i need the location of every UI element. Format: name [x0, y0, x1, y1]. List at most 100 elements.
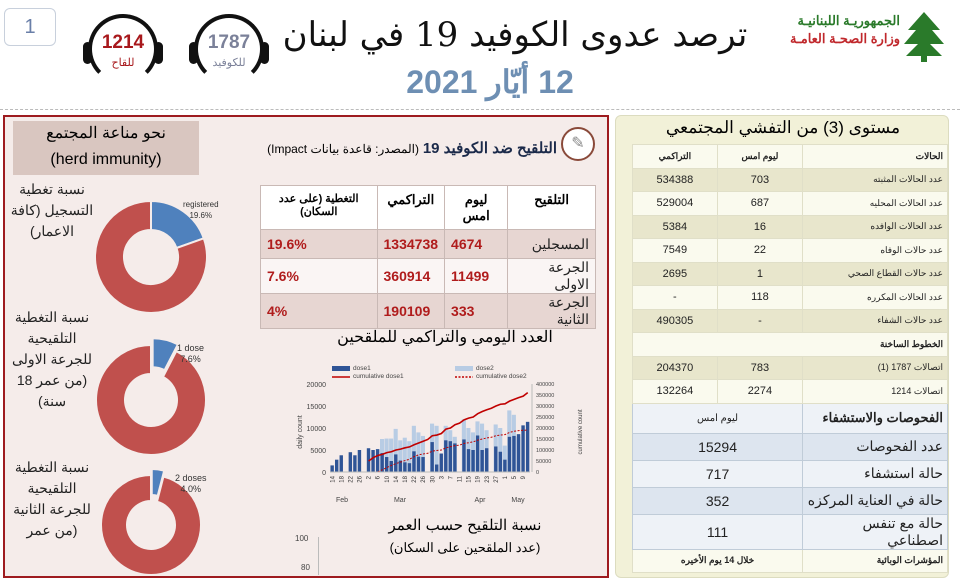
table-row: الجرعة الثانية 333 190109 4%: [260, 293, 596, 329]
bar-dose1: [466, 449, 471, 472]
donut-label: نسبة تغطية التسجيل (كافة الاعمار): [10, 181, 94, 239]
y2-tick-label: 200000: [536, 426, 554, 432]
table-row: عدد الحالات المكرره 118-: [632, 285, 948, 310]
y2-axis-label: cumulative count: [578, 409, 584, 454]
vaccination-table: التلقيح ليوم امس التراكمي التغطية (على عدد …: [260, 185, 596, 329]
bar-dose1: [435, 464, 439, 472]
age-chart-title: نسبة التلقيح حسب العمر (عدد الملقحين على …: [335, 515, 595, 559]
header-cell: التراكمي: [376, 185, 446, 230]
y2-tick-label: 100000: [536, 448, 554, 454]
x-tick-label: 10: [385, 475, 391, 482]
hotline-label: للكوفيد: [212, 57, 246, 69]
bar-dose1: [371, 450, 375, 472]
month-label: Feb: [336, 497, 348, 504]
hotline-vaccine: 1214 للقاح: [80, 12, 166, 98]
report-date: 12 أيّار 2021: [406, 64, 574, 100]
bar-dose1: [512, 435, 516, 472]
vaccination-source: (المصدر: قاعدة بيانات Impact): [267, 142, 419, 156]
cell: 4%: [260, 293, 378, 329]
hotline-number: 1214: [101, 32, 145, 53]
x-tick-label: 22: [348, 475, 354, 482]
table-row: عدد الحالات المثبته 703 534388: [632, 167, 948, 192]
herd-line2: (herd immunity): [50, 151, 162, 168]
bar-dose2: [498, 428, 503, 472]
y-tick-label: 5000: [310, 448, 326, 455]
cell: 529004: [632, 191, 718, 216]
cell: 16: [716, 214, 804, 239]
table-row: حالة في العناية المركزه 352: [631, 486, 948, 515]
x-tick-label: 2: [367, 475, 373, 479]
legend-entry: dose2: [476, 365, 494, 372]
legend-swatch: [455, 366, 473, 371]
cell: 190109: [376, 293, 446, 329]
cell: 204370: [632, 355, 718, 380]
bar-dose2: [502, 445, 507, 472]
legend-entry: dose1: [353, 365, 371, 372]
bar-dose1: [353, 455, 357, 472]
community-panel: مستوى (3) من التفشي المجتمعي الحالات ليوم…: [615, 115, 949, 578]
page-number: 1: [4, 8, 56, 46]
bar-dose2: [402, 437, 407, 472]
header-cell: ليوم امس: [444, 185, 509, 230]
slice-name: 1 dose: [177, 343, 205, 353]
gov-line1: الجمهوريـة اللبنانيـة: [797, 13, 900, 28]
hotline-label: للقاح: [111, 57, 135, 69]
bar-dose1: [439, 453, 443, 472]
bar-dose1: [448, 441, 453, 472]
hotline-covid: 1787 للكوفيد: [186, 12, 272, 98]
bar-dose1: [375, 449, 380, 472]
ministry-name: الجمهوريـة اللبنانيـة وزارة الصحـة العام…: [760, 12, 900, 48]
y2-tick-label: 400000: [536, 382, 554, 388]
cell: عدد الحالات الوافده: [802, 214, 948, 239]
bar-dose1: [430, 442, 434, 472]
x-tick-label: 18: [403, 475, 409, 482]
x-tick-label: 22: [412, 475, 418, 482]
cell: 352: [631, 486, 804, 515]
bar-dose1: [348, 452, 353, 472]
bar-dose2: [384, 438, 389, 472]
cell: الخطوط الساخنة: [632, 332, 948, 357]
table-row: حالة استشفاء 717: [631, 459, 948, 488]
daily-cumulative-chart: 0500010000150002000005000010000015000020…: [297, 365, 584, 504]
table-row: عدد الحالات المحليه 687 529004: [632, 191, 948, 216]
slice-label: 2 doses 4.0%: [175, 473, 207, 495]
bar-dose1: [525, 421, 530, 472]
bar-dose1: [335, 459, 339, 472]
x-tick-label: 6: [376, 475, 382, 479]
legend-entry: cumulative dose2: [476, 373, 527, 380]
bar-dose2: [407, 441, 412, 472]
bar-dose2: [434, 425, 439, 472]
cell: اتصالات 1787 (1): [802, 355, 948, 380]
cell: اتصالات 1214: [802, 379, 948, 404]
cell: 360914: [376, 258, 446, 294]
age-ytick: 80: [301, 563, 310, 572]
cell: 11499: [444, 258, 509, 294]
y-tick-label: 10000: [307, 426, 327, 433]
bar-dose1: [394, 454, 398, 472]
x-tick-label: 14: [394, 475, 400, 482]
cell: 687: [716, 191, 804, 216]
bar-dose1: [385, 457, 389, 472]
y2-tick-label: 300000: [536, 404, 554, 410]
y2-tick-label: 250000: [536, 415, 554, 421]
cell: 4674: [444, 229, 509, 259]
bar-dose1: [357, 450, 362, 472]
slice-percent: 4.0%: [180, 484, 202, 494]
cell: 1334738: [376, 229, 446, 259]
headset-ear: [154, 42, 163, 64]
month-label: Apr: [475, 497, 487, 504]
bar-dose1: [485, 448, 489, 472]
cell: 703: [716, 167, 804, 192]
donut-slice-remaining: [94, 199, 208, 314]
table-header: الخطوط الساخنة: [632, 332, 948, 357]
donut-slice-remaining: [95, 343, 207, 456]
table-row: عدد حالات القطاع الصحي 1 2695: [632, 261, 948, 286]
community-table: الحالات ليوم امس التراكمي عدد الحالات المث…: [631, 144, 948, 573]
x-tick-label: 27: [494, 475, 500, 482]
bar-dose1: [389, 461, 393, 472]
syringe-icon: ✎: [561, 127, 595, 161]
table-header: الفحوصات والاستشفاء ليوم امس: [631, 402, 948, 434]
bar-dose1: [475, 435, 480, 472]
header-cell: التغطية (على عدد السكان): [260, 185, 378, 230]
cell: 111: [631, 513, 804, 550]
